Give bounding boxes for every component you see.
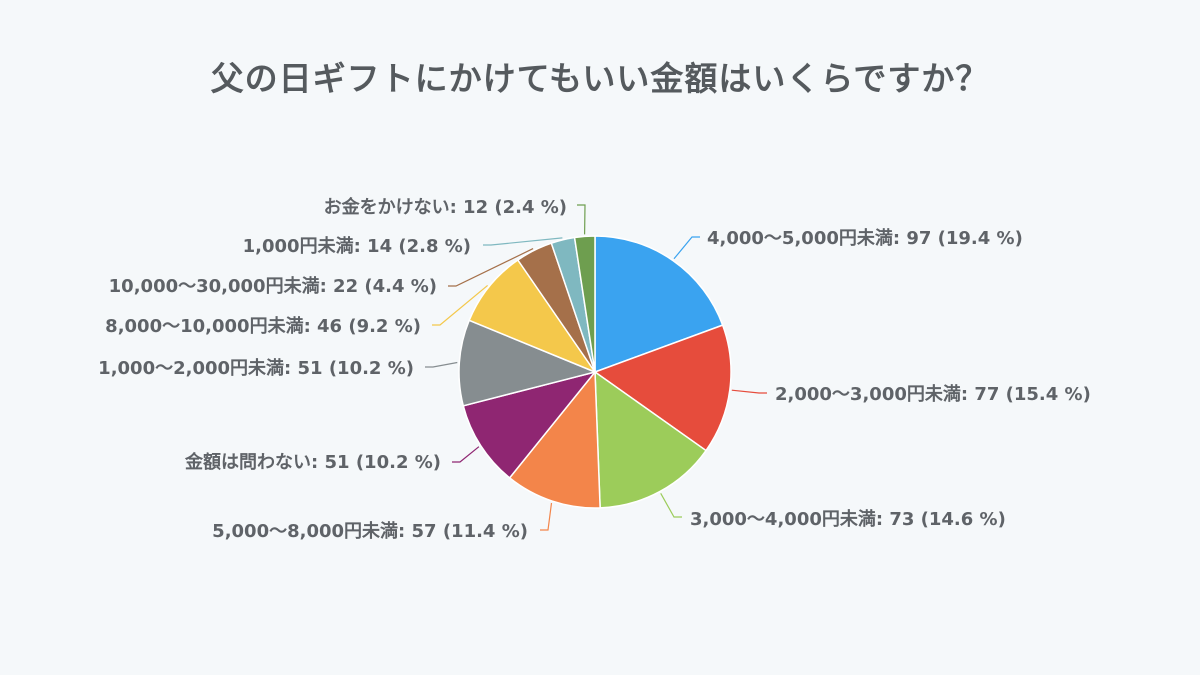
leader-line	[452, 446, 480, 463]
slice-label: 1,000〜2,000円未満: 51 (10.2 %)	[98, 357, 414, 379]
leader-lines	[425, 204, 767, 531]
chart-title: 父の日ギフトにかけてもいい金額はいくらですか？	[210, 59, 990, 98]
pie-slice	[593, 324, 732, 452]
slice-label: 5,000〜8,000円未満: 57 (11.4 %)	[212, 520, 528, 542]
leader-line	[448, 248, 534, 287]
leader-line	[540, 502, 553, 531]
leader-line	[660, 493, 682, 518]
leader-line	[425, 361, 458, 368]
slice-label: 8,000〜10,000円未満: 46 (9.2 %)	[105, 315, 421, 337]
leader-line	[577, 204, 586, 235]
pie-slice	[458, 319, 598, 407]
slice-label: 4,000〜5,000円未満: 97 (19.4 %)	[707, 227, 1023, 249]
pie-slice	[594, 370, 708, 509]
pie-slice	[573, 235, 596, 373]
pie-slice	[462, 370, 598, 479]
pie-slices	[458, 235, 732, 509]
slice-label: 10,000〜30,000円未満: 22 (4.4 %)	[109, 275, 437, 297]
leader-line	[432, 284, 488, 326]
pie-slice	[508, 369, 601, 509]
pie-slice	[468, 258, 598, 374]
slice-label: 2,000〜3,000円未満: 77 (15.4 %)	[775, 383, 1091, 405]
pie-slice	[594, 235, 724, 374]
leader-line	[483, 237, 563, 246]
leader-line	[731, 389, 767, 394]
slice-label: 3,000〜4,000円未満: 73 (14.6 %)	[690, 508, 1006, 530]
slice-label: 金額は問わない: 51 (10.2 %)	[184, 451, 441, 473]
slice-label: 1,000円未満: 14 (2.8 %)	[243, 235, 471, 257]
leader-line	[673, 236, 700, 260]
slice-label: お金をかけない: 12 (2.4 %)	[324, 196, 567, 218]
slice-labels: 4,000〜5,000円未満: 97 (19.4 %) 2,000〜3,000円…	[98, 196, 1091, 542]
